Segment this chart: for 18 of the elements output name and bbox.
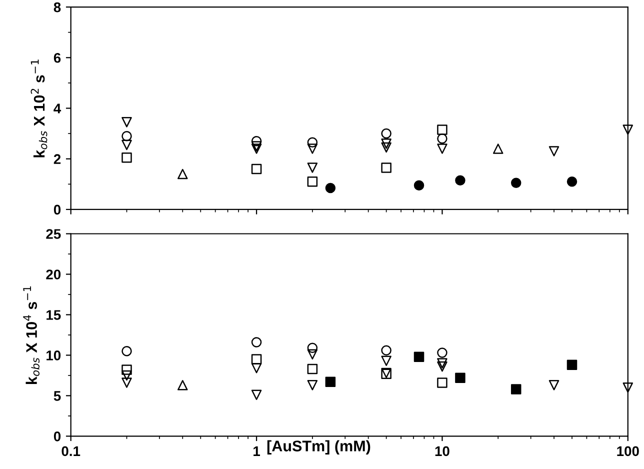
y-tick-label: 8 <box>54 2 61 12</box>
x-tick-label: 1 <box>254 446 260 456</box>
y-tick-label: 0 <box>54 432 61 442</box>
y-axis-title: k$_{obs}$ X 10$^{4}$ s$^{−1}$ <box>23 286 40 384</box>
y-tick-label: 10 <box>46 350 61 360</box>
x-tick-label: 10 <box>435 446 450 456</box>
x-axis-title: [AuSTm] (mM) <box>267 440 370 454</box>
y-axis-title: k$_{obs}$ X 10$^{2}$ s$^{−1}$ <box>30 60 48 158</box>
y-tick-label: 20 <box>46 270 61 280</box>
y-tick-label: 25 <box>46 229 61 239</box>
y-tick-label: 2 <box>54 154 61 164</box>
x-tick-label: 100 <box>617 446 639 456</box>
y-tick-label: 15 <box>46 310 61 320</box>
y-tick-label: 6 <box>54 52 61 63</box>
y-tick-label: 4 <box>54 104 62 114</box>
y-tick-label: 5 <box>54 391 61 401</box>
y-tick-label: 0 <box>54 204 61 215</box>
x-tick-label: 0.1 <box>62 446 80 456</box>
